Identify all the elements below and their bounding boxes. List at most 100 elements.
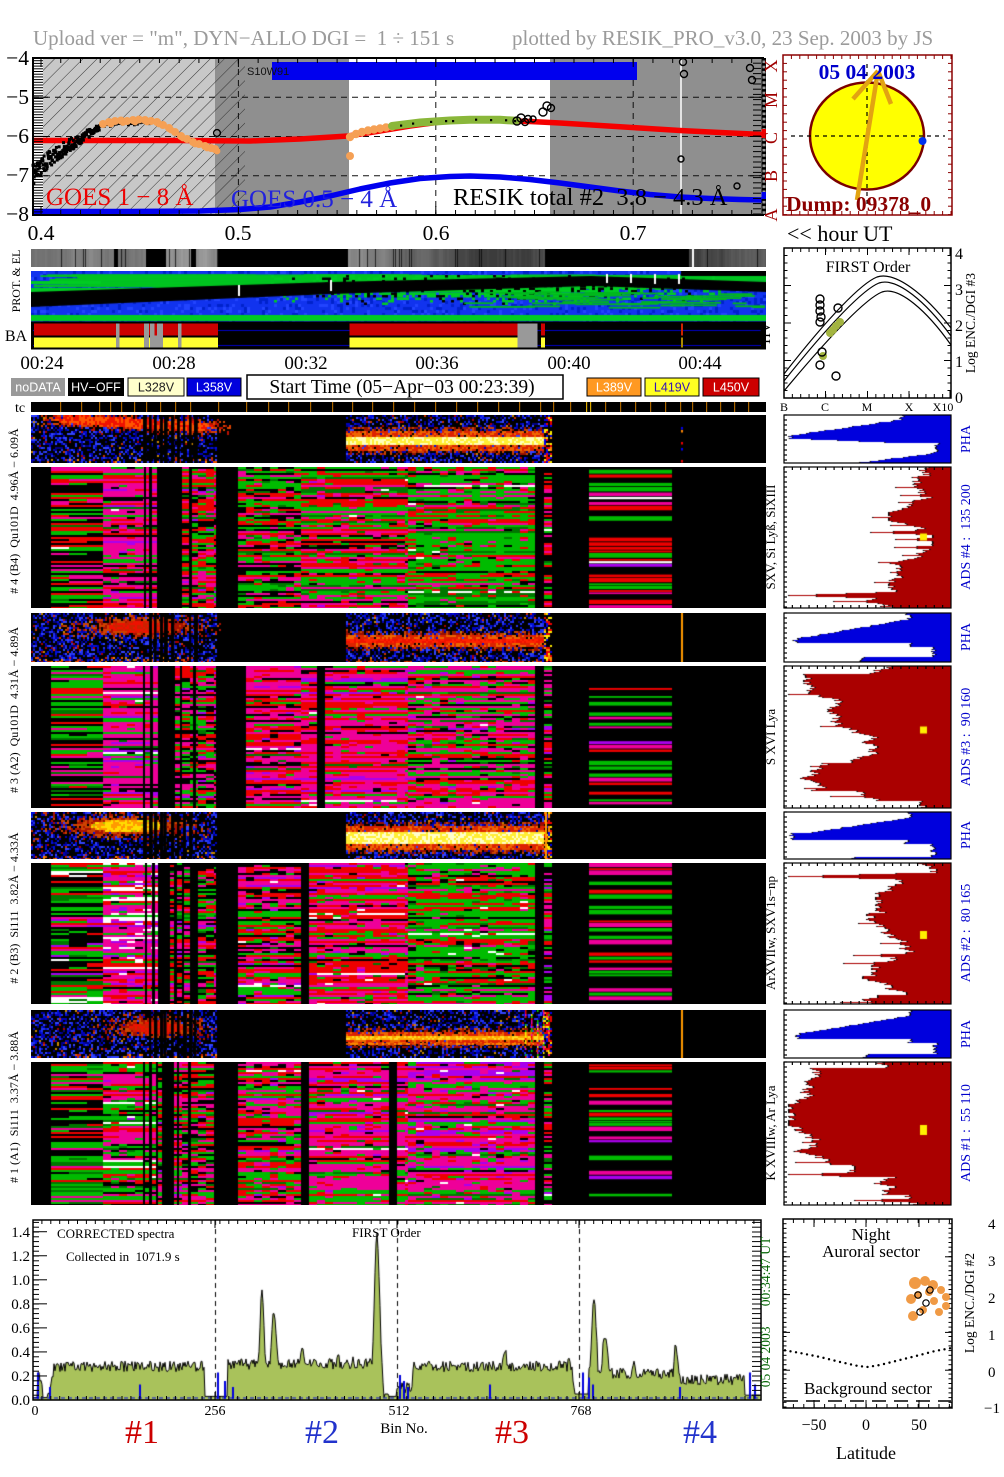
svg-text:0.6: 0.6 bbox=[11, 1321, 30, 1337]
svg-text:0.2: 0.2 bbox=[11, 1369, 30, 1385]
svg-text:768: 768 bbox=[571, 1404, 592, 1419]
svg-text:Log ENC./DGI #2: Log ENC./DGI #2 bbox=[962, 1253, 977, 1353]
svg-text:RESIK total #2 3.8 − 4.3 Å: RESIK total #2 3.8 − 4.3 Å bbox=[453, 184, 728, 211]
svg-text:0.6: 0.6 bbox=[423, 221, 450, 245]
svg-text:4: 4 bbox=[955, 246, 963, 263]
svg-text:ADS #1 : 55 110: ADS #1 : 55 110 bbox=[959, 1084, 974, 1182]
svg-text:B: B bbox=[761, 170, 781, 182]
svg-text:S10W91: S10W91 bbox=[247, 66, 289, 78]
svg-text:1.0: 1.0 bbox=[11, 1273, 30, 1289]
svg-text:# 3 (A2) Qu101D 4.31Å − 4.89: # 3 (A2) Qu101D 4.31Å − 4.89Å bbox=[7, 627, 21, 793]
svg-text:0: 0 bbox=[988, 1365, 996, 1381]
svg-text:ArXVIIw, SXV1s−np: ArXVIIw, SXV1s−np bbox=[763, 876, 778, 990]
svg-text:4: 4 bbox=[988, 1217, 996, 1233]
svg-text:Night: Night bbox=[852, 1225, 891, 1244]
svg-text:# 1 (A1) Si111 3.37Å − 3.88Å: # 1 (A1) Si111 3.37Å − 3.88Å bbox=[7, 1031, 21, 1183]
svg-text:−7: −7 bbox=[6, 163, 29, 187]
svg-text:05 04 2003: 05 04 2003 bbox=[819, 60, 916, 84]
svg-text:2: 2 bbox=[955, 318, 963, 335]
svg-text:L358V: L358V bbox=[196, 381, 233, 395]
svg-text:M: M bbox=[761, 92, 781, 108]
svg-text:X: X bbox=[761, 60, 781, 73]
svg-text:Start Time (05−Apr−03 00:23:39: Start Time (05−Apr−03 00:23:39) bbox=[269, 377, 534, 398]
svg-text:00:44: 00:44 bbox=[678, 353, 722, 374]
svg-text:Background sector: Background sector bbox=[804, 1379, 932, 1398]
svg-text:CORRECTED spectra: CORRECTED spectra bbox=[57, 1226, 175, 1241]
svg-text:tc: tc bbox=[15, 401, 25, 416]
svg-text:Collected in 1071.9 s: Collected in 1071.9 s bbox=[66, 1249, 180, 1264]
svg-text:#1: #1 bbox=[125, 1414, 159, 1451]
svg-text:C: C bbox=[821, 400, 829, 414]
svg-text:noDATA: noDATA bbox=[15, 381, 61, 395]
svg-text:00:36: 00:36 bbox=[415, 353, 458, 374]
svg-text:0: 0 bbox=[862, 1417, 870, 1434]
svg-text:Bin No.: Bin No. bbox=[380, 1421, 428, 1437]
svg-text:#3: #3 bbox=[495, 1414, 529, 1451]
svg-text:C: C bbox=[761, 132, 781, 144]
svg-text:Latitude: Latitude bbox=[836, 1443, 896, 1463]
svg-text:0: 0 bbox=[955, 390, 963, 407]
svg-text:3: 3 bbox=[988, 1254, 996, 1270]
svg-text:Log ENC./DGI #3: Log ENC./DGI #3 bbox=[963, 273, 978, 373]
svg-text:PHA: PHA bbox=[959, 424, 974, 453]
svg-text:<< hour UT: << hour UT bbox=[787, 221, 893, 246]
svg-text:FIRST Order: FIRST Order bbox=[352, 1225, 421, 1240]
svg-text:PHA: PHA bbox=[959, 1019, 974, 1048]
svg-text:−4: −4 bbox=[6, 46, 29, 70]
svg-text:00:40: 00:40 bbox=[547, 353, 590, 374]
svg-text:S XVI Lya: S XVI Lya bbox=[763, 709, 778, 766]
svg-text:A: A bbox=[761, 209, 781, 222]
svg-text:512: 512 bbox=[389, 1404, 410, 1419]
svg-text:−6: −6 bbox=[6, 124, 29, 148]
svg-text:ADS #2 : 80 165: ADS #2 : 80 165 bbox=[959, 884, 974, 982]
svg-text:1.4: 1.4 bbox=[11, 1225, 30, 1241]
svg-text:−1: −1 bbox=[984, 1401, 1000, 1417]
svg-text:1.2: 1.2 bbox=[11, 1249, 30, 1265]
svg-text:HV: HV bbox=[758, 322, 774, 344]
svg-text:05 04 2003 00:34:47 UT: 05 04 2003 00:34:47 UT bbox=[758, 1236, 773, 1387]
svg-text:−50: −50 bbox=[801, 1417, 826, 1434]
svg-text:0.0: 0.0 bbox=[11, 1393, 30, 1409]
svg-text:PROT. & EL: PROT. & EL bbox=[9, 250, 23, 313]
svg-text:M: M bbox=[862, 400, 873, 414]
svg-text:1: 1 bbox=[988, 1328, 996, 1344]
svg-text:2: 2 bbox=[988, 1291, 996, 1307]
svg-text:B: B bbox=[780, 400, 788, 414]
svg-text:L328V: L328V bbox=[138, 381, 175, 395]
svg-text:0.7: 0.7 bbox=[620, 221, 647, 245]
svg-text:GOES 0.5 − 4 Å: GOES 0.5 − 4 Å bbox=[231, 186, 397, 213]
svg-text:# 4 (B4) Qu101D 4.96Å − 6.09: # 4 (B4) Qu101D 4.96Å − 6.09Å bbox=[7, 428, 21, 594]
svg-text:0.4: 0.4 bbox=[28, 221, 55, 245]
svg-text:FIRST Order: FIRST Order bbox=[826, 259, 911, 276]
svg-text:GOES 1 − 8 Å: GOES 1 − 8 Å bbox=[46, 184, 193, 211]
svg-text:plotted by RESIK_PRO_v3.0, 23: plotted by RESIK_PRO_v3.0, 23 Sep. 2003 … bbox=[512, 26, 933, 50]
svg-text:SXV, Si Lyß, SiXIII: SXV, Si Lyß, SiXIII bbox=[763, 485, 778, 590]
svg-text:ADS #4 : 135 200: ADS #4 : 135 200 bbox=[959, 484, 974, 589]
svg-text:Upload ver = "m", DYN−ALLO DGI: Upload ver = "m", DYN−ALLO DGI = 1 ÷ 151… bbox=[33, 26, 454, 50]
svg-text:Dump: 09378_0: Dump: 09378_0 bbox=[786, 192, 931, 216]
svg-text:X10: X10 bbox=[933, 400, 954, 414]
svg-text:L389V: L389V bbox=[596, 381, 633, 395]
svg-text:PHA: PHA bbox=[959, 820, 974, 849]
svg-text:0.4: 0.4 bbox=[11, 1345, 30, 1361]
svg-text:ADS #3 : 90 160: ADS #3 : 90 160 bbox=[959, 688, 974, 786]
svg-text:00:32: 00:32 bbox=[284, 353, 327, 374]
svg-text:0: 0 bbox=[32, 1404, 39, 1419]
svg-text:0.8: 0.8 bbox=[11, 1297, 30, 1313]
svg-text:Auroral sector: Auroral sector bbox=[822, 1242, 920, 1261]
svg-text:# 2 (B3) Si111 3.82Å − 4.33Å: # 2 (B3) Si111 3.82Å − 4.33Å bbox=[7, 832, 21, 984]
svg-text:50: 50 bbox=[911, 1417, 927, 1434]
svg-text:L419V: L419V bbox=[654, 381, 691, 395]
svg-text:#4: #4 bbox=[683, 1414, 717, 1451]
svg-text:256: 256 bbox=[205, 1404, 226, 1419]
svg-text:−8: −8 bbox=[6, 202, 29, 226]
svg-text:1: 1 bbox=[955, 354, 963, 371]
svg-text:3: 3 bbox=[955, 282, 963, 299]
svg-text:PHA: PHA bbox=[959, 622, 974, 651]
svg-text:L450V: L450V bbox=[713, 381, 750, 395]
svg-text:HV−OFF: HV−OFF bbox=[71, 381, 121, 395]
svg-text:0.5: 0.5 bbox=[225, 221, 252, 245]
svg-text:BA: BA bbox=[5, 328, 28, 345]
svg-text:−5: −5 bbox=[6, 85, 29, 109]
svg-text:00:28: 00:28 bbox=[152, 353, 195, 374]
